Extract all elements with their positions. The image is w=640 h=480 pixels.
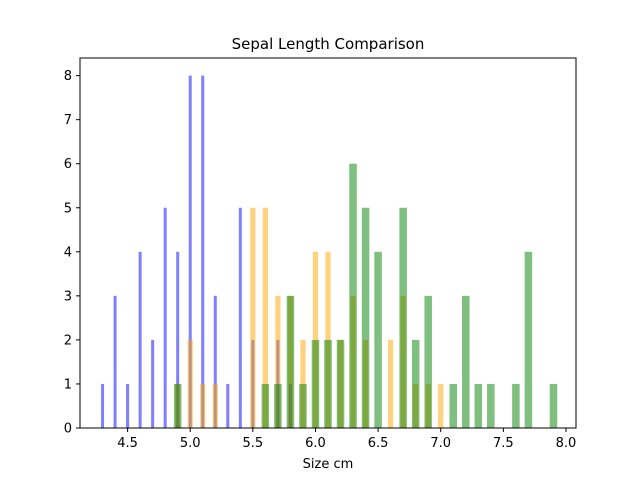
bar-series-2-13 — [424, 295, 432, 428]
bar-series-0-10 — [226, 383, 230, 428]
bar-series-2-17 — [487, 383, 495, 428]
bar-series-1-18 — [438, 383, 444, 428]
bar-series-1-2 — [200, 383, 206, 428]
bar-series-2-7 — [336, 339, 345, 428]
x-tick-label: 8.0 — [556, 436, 577, 451]
bar-series-2-12 — [411, 339, 420, 428]
bar-series-2-5 — [311, 339, 320, 428]
bar-series-1-5 — [262, 207, 268, 428]
bar-series-1-14 — [388, 339, 394, 428]
y-tick-label: 8 — [64, 69, 72, 84]
bar-series-2-10 — [374, 251, 382, 428]
bar-series-0-0 — [101, 383, 105, 428]
plot-frame — [79, 57, 577, 429]
bar-series-2-11 — [399, 207, 407, 428]
bar-series-2-18 — [512, 383, 520, 428]
bar-series-2-2 — [274, 383, 282, 428]
bar-series-1-3 — [212, 383, 218, 428]
x-tick-label: 6.5 — [368, 436, 389, 451]
chart-title: Sepal Length Comparison — [232, 35, 425, 53]
x-tick-label: 6.0 — [305, 436, 326, 451]
x-tick-label: 5.5 — [243, 436, 264, 451]
y-tick-label: 1 — [64, 377, 72, 392]
bar-series-0-6 — [176, 251, 180, 428]
bar-series-2-8 — [349, 163, 357, 428]
y-tick-label: 0 — [64, 422, 72, 437]
bar-series-0-5 — [163, 207, 167, 428]
bar-series-2-15 — [462, 295, 470, 428]
x-tick-label: 7.5 — [493, 436, 514, 451]
bar-series-2-9 — [361, 207, 370, 428]
bar-series-1-6 — [275, 295, 281, 428]
bar-series-0-7 — [188, 75, 192, 429]
y-tick-label: 5 — [64, 201, 72, 216]
bar-series-2-0 — [173, 383, 182, 428]
bar-series-0-1 — [113, 295, 117, 428]
x-axis-ticks: 4.5 5.0 5.5 6.0 6.5 7.0 7.5 8.0 — [117, 428, 576, 451]
bar-series-1-1 — [187, 339, 193, 428]
bar-series-0-3 — [138, 251, 142, 428]
bar-series-2-3 — [286, 295, 295, 428]
bar-series-2-4 — [299, 383, 307, 428]
y-tick-label: 2 — [64, 333, 72, 348]
bar-series-0-2 — [126, 383, 130, 428]
bar-series-2-19 — [524, 251, 533, 428]
y-tick-label: 4 — [64, 245, 72, 260]
bar-series-1-4 — [250, 207, 256, 428]
bar-series-0-4 — [151, 339, 155, 428]
bar-series-0-8 — [201, 75, 205, 429]
x-tick-label: 5.0 — [180, 436, 201, 451]
bar-series-0-11 — [238, 207, 242, 428]
y-tick-label: 7 — [64, 113, 72, 128]
x-axis-label: Size cm — [303, 457, 354, 472]
y-tick-label: 6 — [64, 157, 72, 172]
x-tick-label: 7.0 — [430, 436, 451, 451]
bar-series-2-6 — [324, 339, 332, 428]
bar-series-2-20 — [549, 383, 558, 428]
x-tick-label: 4.5 — [117, 436, 138, 451]
series-2-bars — [173, 163, 558, 428]
bar-series-2-16 — [474, 383, 483, 428]
bars-layer — [101, 75, 558, 429]
y-tick-label: 3 — [64, 289, 72, 304]
bar-series-2-14 — [449, 383, 458, 428]
y-axis-ticks: 0 1 2 3 4 5 6 7 8 — [64, 69, 80, 437]
bar-series-2-1 — [261, 383, 270, 428]
bar-series-0-9 — [213, 295, 217, 428]
